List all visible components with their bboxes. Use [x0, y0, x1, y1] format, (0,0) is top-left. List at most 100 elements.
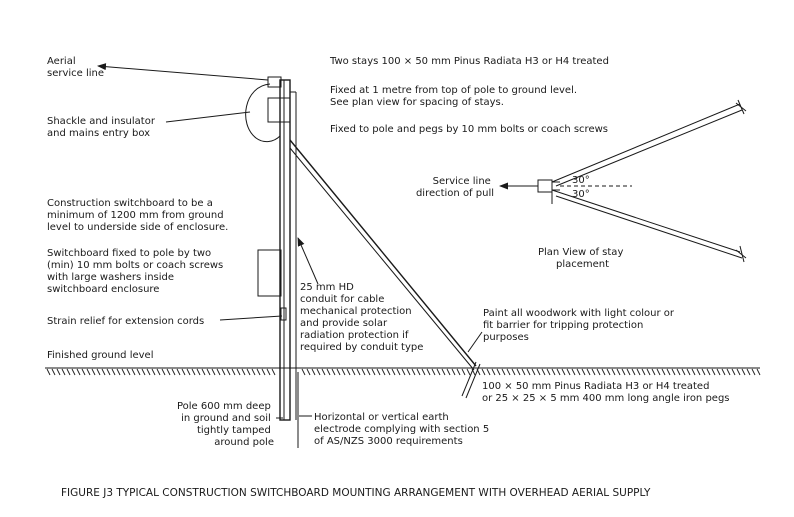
hatch-mark — [131, 368, 136, 376]
hatch-mark — [376, 368, 381, 376]
hatch-mark — [381, 368, 386, 376]
hatch-mark — [431, 368, 436, 376]
hatch-mark — [141, 368, 146, 376]
hatch-mark — [391, 368, 396, 376]
hatch-mark — [731, 368, 736, 376]
label-pegs: 100 × 50 mm Pinus Radiata H3 or H4 treat… — [482, 381, 730, 404]
label-pole-depth: Pole 600 mm deep in ground and soil tigh… — [177, 401, 274, 448]
hatch-mark — [361, 368, 366, 376]
figure-caption: FIGURE J3 TYPICAL CONSTRUCTION SWITCHBOA… — [61, 487, 651, 499]
hatch-mark — [191, 368, 196, 376]
hatch-mark — [186, 368, 191, 376]
hatch-mark — [151, 368, 156, 376]
hatch-mark — [341, 368, 346, 376]
hatch-mark — [101, 368, 106, 376]
hatch-mark — [506, 368, 511, 376]
leader-paint — [467, 331, 483, 353]
label-stays-bolts: Fixed to pole and pegs by 10 mm bolts or… — [330, 124, 608, 135]
hatch-mark — [526, 368, 531, 376]
hatch-mark — [751, 368, 756, 376]
hatch-mark — [561, 368, 566, 376]
hatch-mark — [356, 368, 361, 376]
hatch-mark — [486, 368, 491, 376]
hatch-mark — [446, 368, 451, 376]
hatch-mark — [256, 368, 261, 376]
hatch-mark — [716, 368, 721, 376]
hatch-mark — [586, 368, 591, 376]
hatch-mark — [591, 368, 596, 376]
label-aerial-service-line: Aerial service line — [47, 56, 104, 79]
hatch-mark — [116, 368, 121, 376]
hatch-mark — [746, 368, 751, 376]
hatch-mark — [456, 368, 461, 376]
hatch-mark — [581, 368, 586, 376]
hatch-mark — [631, 368, 636, 376]
hatch-mark — [556, 368, 561, 376]
hatch-mark — [546, 368, 551, 376]
hatch-mark — [726, 368, 731, 376]
label-strain-relief: Strain relief for extension cords — [47, 316, 204, 327]
hatch-mark — [226, 368, 231, 376]
label-angle-upper: 30° — [572, 175, 590, 186]
hatch-mark — [406, 368, 411, 376]
hatch-mark — [711, 368, 716, 376]
hatch-mark — [541, 368, 546, 376]
hatch-mark — [611, 368, 616, 376]
hatch-mark — [266, 368, 271, 376]
hatch-mark — [396, 368, 401, 376]
leader-aerial-service-line — [97, 63, 269, 81]
hatch-mark — [206, 368, 211, 376]
label-stays-spec: Two stays 100 × 50 mm Pinus Radiata H3 o… — [329, 56, 609, 67]
hatch-mark — [571, 368, 576, 376]
hatch-mark — [301, 368, 306, 376]
hatch-mark — [441, 368, 446, 376]
hatch-mark — [411, 368, 416, 376]
hatch-mark — [196, 368, 201, 376]
hatch-mark — [216, 368, 221, 376]
hatch-mark — [71, 368, 76, 376]
label-service-line-pull: Service line direction of pull — [416, 176, 494, 199]
label-switchboard-fixing: Switchboard fixed to pole by two (min) 1… — [47, 248, 226, 295]
hatch-mark — [621, 368, 626, 376]
hatch-mark — [271, 368, 276, 376]
hatch-mark — [531, 368, 536, 376]
hatch-mark — [61, 368, 66, 376]
hatch-mark — [166, 368, 171, 376]
hatch-mark — [671, 368, 676, 376]
hatch-mark — [511, 368, 516, 376]
hatch-mark — [321, 368, 326, 376]
hatch-mark — [156, 368, 161, 376]
hatch-mark — [481, 368, 486, 376]
hatch-mark — [701, 368, 706, 376]
hatch-mark — [251, 368, 256, 376]
hatch-mark — [91, 368, 96, 376]
hatch-mark — [386, 368, 391, 376]
label-switchboard-height: Construction switchboard to be a minimum… — [47, 198, 228, 233]
stay — [289, 139, 481, 399]
label-shackle-insulator: Shackle and insulator and mains entry bo… — [47, 116, 158, 139]
label-stays-fixed: Fixed at 1 metre from top of pole to gro… — [330, 85, 580, 108]
hatch-mark — [316, 368, 321, 376]
hatch-mark — [521, 368, 526, 376]
hatch-mark — [176, 368, 181, 376]
hatch-mark — [616, 368, 621, 376]
hatch-mark — [76, 368, 81, 376]
hatch-mark — [211, 368, 216, 376]
hatch-mark — [706, 368, 711, 376]
hatch-mark — [126, 368, 131, 376]
hatch-mark — [686, 368, 691, 376]
leader-shackle-insulator — [165, 111, 251, 123]
hatch-mark — [676, 368, 681, 376]
label-finished-ground: Finished ground level — [47, 350, 153, 361]
label-paint: Paint all woodwork with light colour or … — [483, 308, 677, 343]
hatch-mark — [466, 368, 471, 376]
hatch-mark — [246, 368, 251, 376]
hatch-mark — [641, 368, 646, 376]
hatch-mark — [661, 368, 666, 376]
hatch-mark — [241, 368, 246, 376]
hatch-mark — [201, 368, 206, 376]
hatch-mark — [231, 368, 236, 376]
hatch-mark — [46, 368, 51, 376]
hatch-mark — [691, 368, 696, 376]
